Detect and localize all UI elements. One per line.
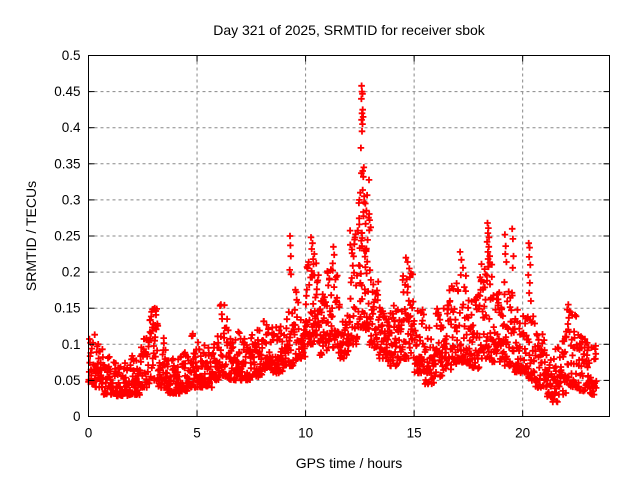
y-tick-label: 0.5 <box>62 48 81 63</box>
y-tick-label: 0.05 <box>54 373 80 388</box>
gridlines <box>88 55 610 417</box>
tick-labels: 0 0.05 0.1 0.15 0.2 0.25 0.3 0.35 0.4 0.45 0.5 0 5 10… <box>54 48 530 441</box>
y-tick-label: 0.3 <box>62 192 81 207</box>
x-tick-label: 10 <box>298 426 313 441</box>
x-tick-label: 5 <box>193 426 201 441</box>
plot-border <box>88 55 610 417</box>
x-tick-label: 0 <box>85 426 93 441</box>
x-tick-label: 15 <box>407 426 422 441</box>
y-axis-label: SRMTID / TECUs <box>23 181 39 291</box>
chart-title: Day 321 of 2025, SRMTID for receiver sbo… <box>213 22 486 38</box>
x-tick-label: 20 <box>515 426 530 441</box>
y-tick-label: 0.2 <box>62 265 81 280</box>
y-tick-label: 0 <box>73 409 81 424</box>
y-tick-label: 0.4 <box>62 120 81 135</box>
y-tick-label: 0.1 <box>62 337 81 352</box>
y-tick-label: 0.15 <box>54 301 80 316</box>
y-tick-label: 0.45 <box>54 84 80 99</box>
y-tick-label: 0.35 <box>54 156 80 171</box>
y-tick-label: 0.25 <box>54 229 80 244</box>
x-axis-label: GPS time / hours <box>296 455 403 471</box>
